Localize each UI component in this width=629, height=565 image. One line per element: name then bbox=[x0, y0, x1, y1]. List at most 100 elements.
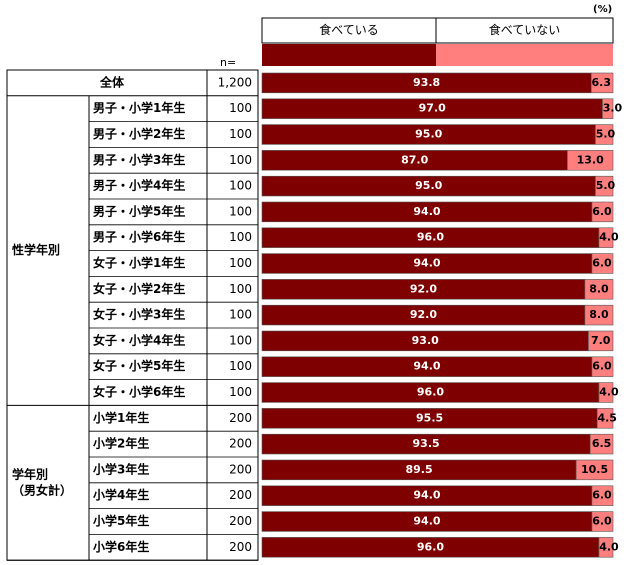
row-label: 小学3年生 bbox=[93, 461, 149, 476]
row-n-value: 200 bbox=[229, 488, 252, 502]
row-label: 男子・小学2年生 bbox=[93, 126, 185, 141]
row-label: 小学5年生 bbox=[93, 513, 149, 528]
bar-not-eating bbox=[591, 485, 614, 506]
row-n-value: 100 bbox=[229, 153, 252, 167]
data-label-eating: 92.0 bbox=[410, 308, 437, 321]
row-label: 男子・小学3年生 bbox=[93, 152, 185, 167]
data-label-eating: 94.0 bbox=[413, 257, 440, 270]
row-label: 女子・小学2年生 bbox=[93, 281, 185, 296]
row-label: 女子・小学3年生 bbox=[93, 307, 185, 322]
bar-not-eating bbox=[595, 175, 614, 197]
data-label-not-eating: 6.0 bbox=[592, 515, 612, 528]
data-label-not-eating: 13.0 bbox=[577, 153, 604, 166]
row-n-value: 200 bbox=[229, 437, 252, 451]
data-label-not-eating: 3.0 bbox=[603, 102, 623, 115]
data-label-not-eating: 5.0 bbox=[596, 179, 616, 192]
bar-not-eating bbox=[595, 124, 614, 145]
data-label-not-eating: 4.5 bbox=[597, 411, 617, 424]
bar-not-eating bbox=[584, 279, 614, 300]
row-n-value: 100 bbox=[229, 282, 252, 296]
row-label: 小学2年生 bbox=[93, 436, 149, 451]
data-label-eating: 93.0 bbox=[412, 334, 439, 347]
bar-not-eating bbox=[590, 72, 614, 94]
row-label: 女子・小学6年生 bbox=[93, 384, 185, 399]
row-label: 女子・小学1年生 bbox=[93, 255, 185, 270]
row-label: 男子・小学4年生 bbox=[93, 178, 185, 193]
row-n-value: 100 bbox=[229, 308, 252, 322]
bar-not-eating bbox=[591, 201, 614, 223]
bar-not-eating bbox=[598, 537, 614, 558]
data-label-not-eating: 4.0 bbox=[599, 386, 619, 399]
data-label-not-eating: 4.0 bbox=[599, 231, 619, 244]
data-label-eating: 96.0 bbox=[417, 386, 444, 399]
row-label: 全体 bbox=[99, 74, 125, 89]
row-n-value: 100 bbox=[229, 179, 252, 193]
row-n-value: 100 bbox=[229, 333, 252, 347]
data-label-eating: 94.0 bbox=[413, 360, 440, 373]
row-n-value: 200 bbox=[229, 411, 252, 425]
row-label: 小学4年生 bbox=[93, 487, 149, 502]
row-n-value: 100 bbox=[229, 256, 252, 270]
row-n-value: 100 bbox=[229, 385, 252, 399]
row-n-value: 100 bbox=[229, 127, 252, 141]
data-label-not-eating: 6.0 bbox=[592, 360, 612, 373]
data-label-eating: 93.8 bbox=[413, 76, 440, 89]
data-label-eating: 97.0 bbox=[419, 102, 446, 115]
bar-not-eating bbox=[591, 356, 614, 377]
data-label-not-eating: 5.0 bbox=[596, 128, 616, 141]
row-label: 男子・小学1年生 bbox=[93, 100, 185, 115]
data-label-eating: 95.0 bbox=[415, 128, 442, 141]
legend-frame bbox=[261, 17, 614, 44]
data-label-not-eating: 6.3 bbox=[591, 76, 611, 89]
data-label-not-eating: 8.0 bbox=[589, 308, 609, 321]
legend-swatch-not-eating bbox=[436, 44, 613, 66]
row-label: 女子・小学5年生 bbox=[93, 358, 185, 373]
bar-not-eating bbox=[598, 227, 614, 248]
bar-not-eating bbox=[591, 253, 614, 274]
data-label-not-eating: 6.0 bbox=[592, 489, 612, 502]
data-label-eating: 92.0 bbox=[410, 282, 437, 295]
data-label-eating: 94.0 bbox=[413, 205, 440, 218]
row-label: 女子・小学4年生 bbox=[93, 332, 185, 347]
data-label-not-eating: 7.0 bbox=[591, 334, 611, 347]
unit-label: (%) bbox=[593, 4, 613, 15]
data-label-eating: 89.5 bbox=[406, 463, 433, 476]
n-header: n= bbox=[220, 56, 237, 69]
data-label-not-eating: 6.0 bbox=[592, 205, 612, 218]
bar-not-eating bbox=[591, 511, 614, 532]
bar-not-eating bbox=[588, 330, 614, 352]
data-label-eating: 87.0 bbox=[401, 153, 428, 166]
group-label: 性学年別 bbox=[11, 242, 60, 257]
data-label-not-eating: 4.0 bbox=[599, 540, 619, 553]
row-label: 小学6年生 bbox=[93, 539, 149, 554]
legend-swatch-eating bbox=[262, 44, 436, 66]
group-label: （男女計） bbox=[12, 482, 72, 497]
data-label-not-eating: 6.0 bbox=[592, 257, 612, 270]
row-n-value: 100 bbox=[229, 230, 252, 244]
data-label-eating: 95.5 bbox=[416, 411, 443, 424]
data-label-eating: 94.0 bbox=[413, 489, 440, 502]
row-label: 男子・小学5年生 bbox=[93, 203, 185, 218]
data-label-not-eating: 10.5 bbox=[581, 463, 608, 476]
bar-not-eating bbox=[602, 98, 614, 119]
bar-not-eating bbox=[598, 382, 614, 403]
row-label: 男子・小学6年生 bbox=[93, 229, 185, 244]
data-label-eating: 93.5 bbox=[413, 437, 440, 450]
bar-not-eating bbox=[596, 408, 614, 429]
data-label-not-eating: 6.5 bbox=[592, 437, 612, 450]
group-label: 学年別 bbox=[12, 466, 48, 481]
bar-not-eating bbox=[567, 150, 614, 171]
data-label-eating: 95.0 bbox=[415, 179, 442, 192]
data-label-not-eating: 8.0 bbox=[589, 282, 609, 295]
row-n-value: 1,200 bbox=[218, 75, 252, 89]
legend-label-eating: 食べている bbox=[319, 23, 379, 37]
bar-not-eating bbox=[575, 459, 614, 481]
data-label-eating: 94.0 bbox=[413, 515, 440, 528]
row-label: 小学1年生 bbox=[93, 410, 149, 425]
row-n-value: 100 bbox=[229, 204, 252, 218]
row-n-value: 200 bbox=[229, 540, 252, 554]
bar-not-eating bbox=[584, 304, 614, 326]
row-n-value: 100 bbox=[229, 359, 252, 373]
data-label-eating: 96.0 bbox=[417, 540, 444, 553]
